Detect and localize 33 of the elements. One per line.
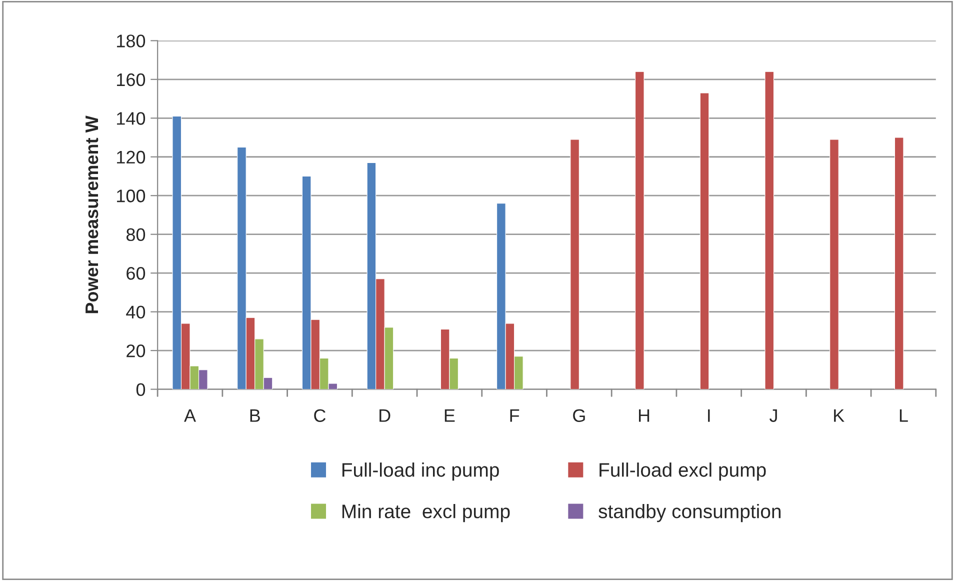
y-tick-label: 60: [126, 267, 146, 280]
x-tick-label: K: [834, 409, 844, 422]
bar: [570, 139, 580, 390]
x-tick-label: J: [770, 409, 777, 422]
x-tick-label: F: [510, 409, 520, 422]
legend-label: Full-load inc pump: [342, 462, 499, 481]
x-tick-label: D: [380, 409, 390, 422]
x-tick-label: L: [900, 409, 908, 422]
y-tick-label: 100: [117, 190, 146, 202]
y-tick-label: 0: [136, 383, 146, 396]
y-tick-label: 140: [117, 112, 146, 125]
bar: [830, 139, 839, 390]
y-axis-title: Power measurement W: [86, 116, 98, 314]
x-tick-label: C: [314, 409, 326, 422]
bar: [894, 137, 904, 390]
bar: [700, 92, 710, 390]
x-tick-label: B: [250, 409, 260, 422]
y-tick-label: 180: [117, 34, 146, 48]
y-tick-label: 80: [126, 228, 146, 242]
x-tick-label: G: [573, 409, 585, 422]
x-tick-label: H: [638, 409, 650, 422]
legend-label: Full-load excl pump: [600, 462, 766, 481]
y-tick-label: 40: [126, 306, 146, 319]
x-tick-label: A: [184, 409, 196, 422]
legend-label: Min rate excl pump: [342, 504, 510, 522]
y-tick-label: 20: [126, 344, 146, 358]
bar: [634, 71, 644, 390]
y-tick-label: 160: [117, 73, 146, 86]
bar: [764, 71, 774, 390]
y-tick-label: 120: [117, 150, 146, 164]
legend-label: standby consumption: [598, 504, 781, 522]
x-tick-label: E: [444, 409, 455, 422]
x-tick-label: I: [708, 409, 710, 422]
